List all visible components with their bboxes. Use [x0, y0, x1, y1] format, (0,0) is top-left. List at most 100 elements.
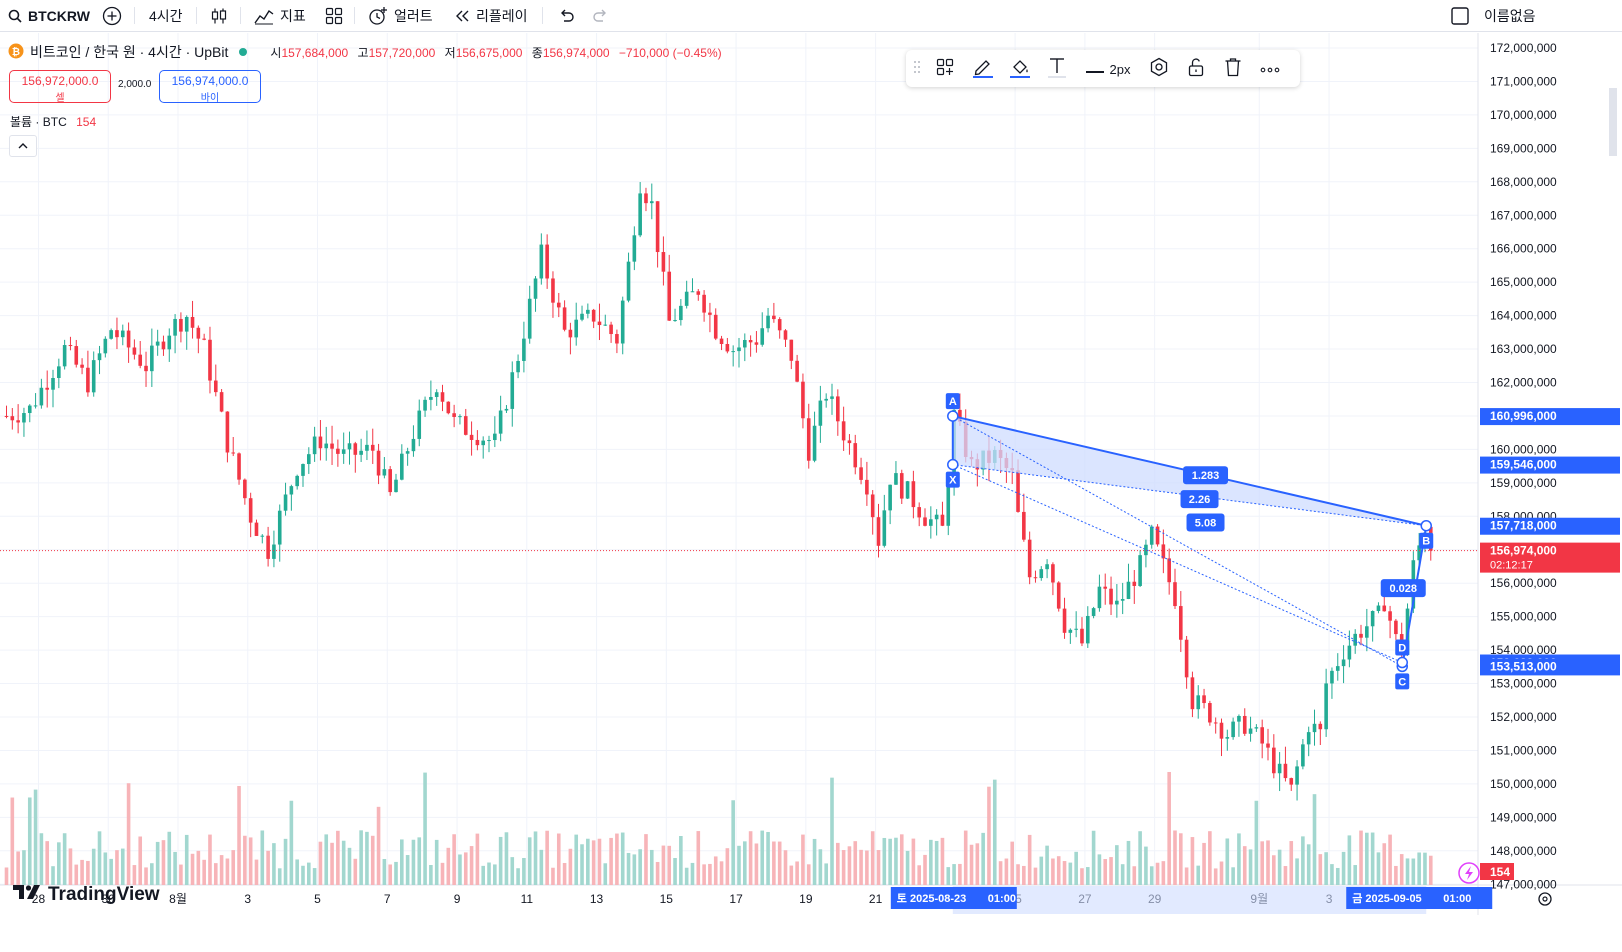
- volume-bar: [33, 789, 38, 885]
- candle-body: [655, 201, 660, 253]
- candle-body: [173, 318, 177, 336]
- time-tick-label: 30: [102, 892, 116, 906]
- volume-bar: [632, 854, 637, 885]
- paint-bucket-icon: [1009, 56, 1031, 83]
- candle-body: [1388, 611, 1392, 621]
- volume-bar: [39, 833, 44, 885]
- volume-bar: [958, 863, 962, 885]
- series-title[interactable]: 비트코인 / 한국 원 · 4시간 · UpBit: [30, 44, 229, 60]
- layout-name: 이름없음: [1484, 7, 1536, 24]
- pattern-point-handle[interactable]: [1396, 656, 1408, 669]
- volume-bar: [812, 838, 817, 885]
- trash-icon: [1224, 57, 1242, 82]
- price-tick-label: 168,000,000: [1490, 175, 1557, 189]
- candle-body: [1283, 763, 1288, 779]
- volume-bar: [1202, 842, 1206, 885]
- candle-body: [1266, 743, 1270, 748]
- price-tick-label: 148,000,000: [1490, 844, 1557, 858]
- volume-bar: [1382, 843, 1387, 885]
- redo-button[interactable]: [592, 0, 610, 31]
- price-chart[interactable]: 2.26 1.283 5.08 0.028 X A B C D 172,000,000 171,00…: [0, 33, 1622, 952]
- volume-bar: [22, 850, 26, 885]
- candle-body: [179, 318, 183, 332]
- volume-bar: [1260, 841, 1264, 885]
- volume-bar: [289, 800, 294, 885]
- buy-button[interactable]: 156,974,000.0 바이: [159, 70, 261, 104]
- pattern-point-handle[interactable]: [947, 410, 959, 422]
- pattern-point-handle[interactable]: [1420, 519, 1432, 532]
- settings-button[interactable]: [1146, 57, 1172, 80]
- text-color-button[interactable]: [1044, 57, 1070, 80]
- line-width-button[interactable]: 2px: [1082, 58, 1134, 80]
- close-value: 156,974,000: [542, 45, 610, 60]
- volume-bar: [4, 867, 9, 885]
- time-label-date: 금 2025-09-05: [1352, 892, 1421, 905]
- sell-label: 셀: [55, 93, 65, 104]
- chart-type-button[interactable]: [210, 0, 228, 31]
- volume-bar: [801, 834, 805, 885]
- price-label-text: 153,513,000: [1490, 659, 1557, 673]
- scrollbar-thumb[interactable]: [1609, 88, 1617, 156]
- candle-body: [760, 328, 765, 345]
- price-tick-label: 163,000,000: [1490, 342, 1557, 356]
- volume-bar: [295, 859, 299, 885]
- more-button[interactable]: [1257, 58, 1283, 80]
- settings-gear-icon[interactable]: [1538, 892, 1552, 906]
- chart-area[interactable]: 2.26 1.283 5.08 0.028 X A B C D 172,000,000 171,00…: [0, 33, 1622, 952]
- tradingview-logo[interactable]: TradingView: [12, 882, 160, 908]
- candle-body: [97, 353, 102, 361]
- compare-symbol-button[interactable]: [102, 0, 122, 31]
- candle-body: [312, 436, 317, 455]
- candle-body: [16, 420, 20, 423]
- undo-button[interactable]: [557, 0, 575, 31]
- lock-button[interactable]: [1183, 57, 1209, 80]
- price-label-bg: [1480, 408, 1620, 426]
- volume-bar: [772, 841, 776, 885]
- price-tick-label: 170,000,000: [1490, 108, 1557, 122]
- replay-button[interactable]: 리플레이: [455, 0, 528, 31]
- price-axis[interactable]: 172,000,000 171,000,000 170,000,000 169,000…: [1480, 41, 1620, 891]
- volume-bar: [568, 848, 573, 885]
- candle-body: [248, 498, 253, 523]
- volume-bar: [1016, 864, 1020, 885]
- templates-tool-button[interactable]: [932, 58, 958, 80]
- time-axis[interactable]: 28308월35791113151719212527299월3토 2025-08…: [32, 886, 1493, 914]
- candle-body: [551, 278, 555, 303]
- candle-body: [51, 377, 55, 390]
- time-label-hour: 01:00: [988, 893, 1016, 905]
- xabcd-pattern[interactable]: 2.26 1.283 5.08 0.028 X A B C D: [945, 393, 1434, 690]
- volume-bar: [836, 842, 840, 885]
- price-tick-label: 171,000,000: [1490, 74, 1557, 88]
- sell-button[interactable]: 156,972,000.0 셀: [9, 70, 111, 104]
- volume-bar: [1004, 858, 1009, 885]
- volume-bar: [1080, 868, 1084, 885]
- candle-body: [225, 411, 230, 453]
- volume-bar: [586, 838, 590, 885]
- collapse-legend-button[interactable]: [9, 135, 37, 157]
- volume-bar: [725, 848, 730, 885]
- volume-bar: [318, 841, 323, 885]
- drag-handle[interactable]: [912, 58, 922, 80]
- price-label-bg: [1480, 456, 1620, 474]
- symbol-label: BTCKRW: [28, 7, 90, 24]
- alert-button[interactable]: 얼러트: [368, 0, 433, 31]
- volume-bar: [51, 866, 55, 885]
- interval-button[interactable]: 4시간: [149, 0, 183, 31]
- layout-menu-button[interactable]: 이름없음: [1450, 0, 1536, 31]
- symbol-search-button[interactable]: BTCKRW: [8, 0, 90, 31]
- volume-bar: [1103, 859, 1108, 885]
- candle-body: [923, 517, 927, 526]
- pattern-point-handle[interactable]: [947, 458, 959, 471]
- volume-bar: [859, 849, 863, 885]
- volume-bar: [213, 863, 218, 885]
- candle-body: [1184, 639, 1189, 678]
- line-color-button[interactable]: [970, 58, 996, 80]
- indicators-button[interactable]: 지표: [254, 0, 306, 31]
- templates-button[interactable]: [325, 0, 343, 31]
- fill-color-button[interactable]: [1007, 58, 1033, 80]
- volume-bar: [684, 867, 689, 885]
- replay-label: 리플레이: [476, 7, 528, 24]
- candle-body: [696, 291, 701, 295]
- volume-bar: [597, 838, 602, 885]
- delete-button[interactable]: [1220, 57, 1246, 82]
